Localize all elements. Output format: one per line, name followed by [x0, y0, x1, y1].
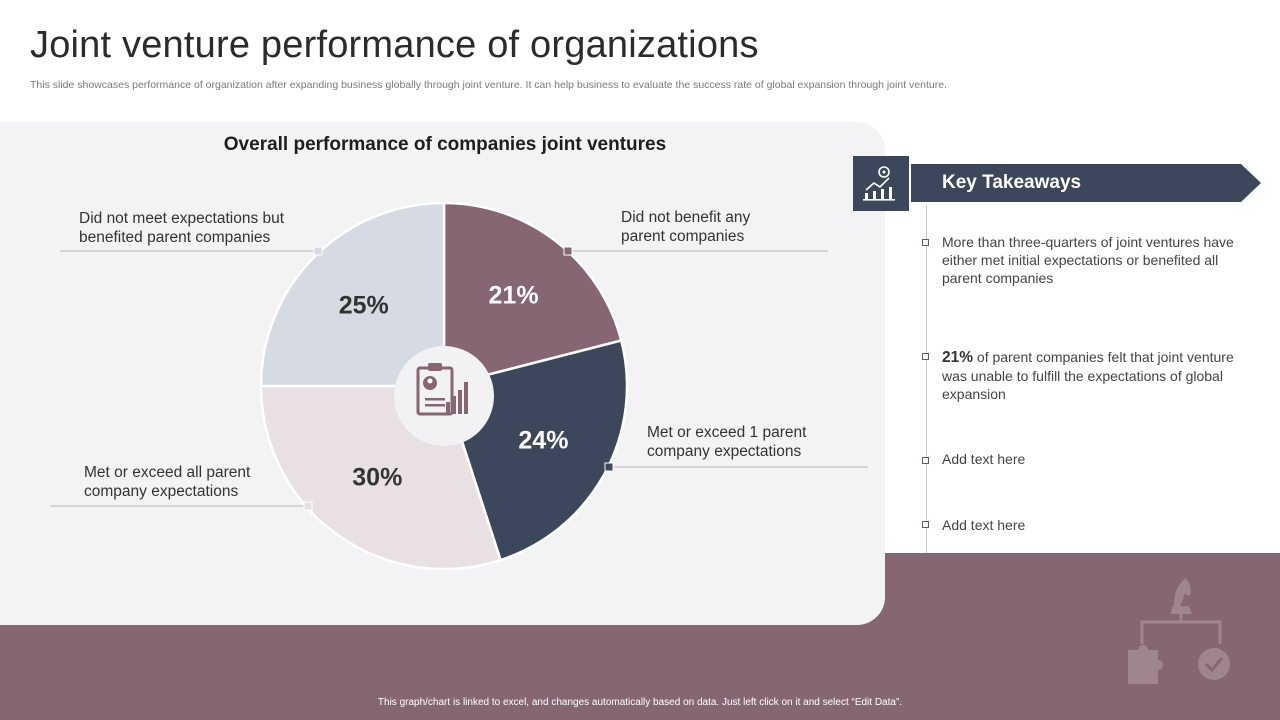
callout-label-line: company expectations [647, 443, 802, 460]
takeaway-bullet [922, 239, 929, 246]
callout-label-line: Did not meet expectations but [79, 210, 285, 227]
takeaway-highlight: 21% [942, 349, 974, 366]
chart-title: Overall performance of companies joint v… [223, 134, 667, 155]
pie-slice-no-benefit[interactable] [442, 201, 623, 388]
footer-note: This graph/chart is linked to excel, and… [377, 697, 903, 708]
takeaway-bullet [922, 521, 929, 528]
takeaways-header-banner [911, 164, 1261, 202]
callout-label-no-benefit: Did not benefit any parent companies [621, 208, 881, 246]
pie-value-label-no-benefit: 21% [488, 281, 539, 310]
strategy-decoration-icon [1128, 578, 1230, 684]
callout-label-line: parent companies [621, 228, 745, 245]
callout-label-benefited: Did not meet expectations but benefited p… [79, 209, 339, 247]
takeaway-item-1: More than three-quarters of joint ventur… [942, 234, 1234, 286]
callout-label-met-all: Met or exceed all parent company expectat… [84, 463, 344, 501]
callout-label-line: Met or exceed all parent [84, 464, 251, 481]
takeaway-item-3: Add text here [942, 451, 1026, 467]
takeaway-item-2: 21% of parent companies felt that joint … [942, 348, 1257, 403]
callout-label-line: benefited parent companies [79, 229, 271, 246]
takeaway-item-2-text: of parent companies felt that joint vent… [942, 349, 1234, 402]
pie-slice-benefited[interactable] [259, 201, 446, 388]
callout-label-met-one: Met or exceed 1 parent company expectatio… [647, 423, 907, 461]
takeaway-bullet [922, 457, 929, 464]
callout-label-line: Did not benefit any [621, 209, 751, 226]
pie-value-label-benefited: 25% [338, 291, 389, 320]
takeaways-header-title: Key Takeaways [942, 172, 1082, 193]
callout-label-line: Met or exceed 1 parent [647, 424, 807, 441]
callout-marker-no-benefit [563, 246, 573, 256]
growth-team-icon [863, 166, 895, 201]
callout-label-line: company expectations [84, 483, 239, 500]
callout-marker-benefited [313, 246, 323, 256]
report-chart-icon [416, 363, 468, 416]
takeaways-timeline [926, 205, 927, 553]
page-subtitle: This slide showcases performance of orga… [30, 79, 947, 91]
takeaway-bullet [922, 353, 929, 360]
pie-value-label-met-all: 30% [352, 463, 403, 492]
page-title: Joint venture performance of organizatio… [30, 24, 759, 66]
callout-marker-met-one [604, 462, 614, 472]
callout-marker-met-all [303, 501, 313, 511]
takeaways-icon-box [853, 156, 909, 211]
pie-value-label-met-one: 24% [518, 426, 569, 455]
center-icon-circle [394, 346, 494, 446]
takeaway-item-4: Add text here [942, 517, 1026, 533]
